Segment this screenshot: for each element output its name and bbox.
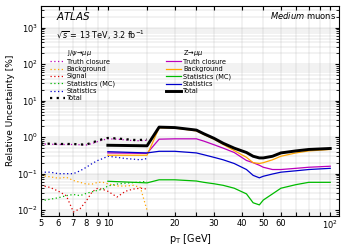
Text: $\it{Medium}$ muons: $\it{Medium}$ muons [270,10,336,21]
Legend: Z$\!\to\!\mu\mu$, Truth closure, Background, Statistics (MC), Statistics, Total: Z$\!\to\!\mu\mu$, Truth closure, Backgro… [166,48,231,94]
Y-axis label: Relative Uncertainty [%]: Relative Uncertainty [%] [6,55,14,166]
X-axis label: p$_{\rm T}$ [GeV]: p$_{\rm T}$ [GeV] [169,232,211,246]
Text: $\sqrt{s}$ = 13 TeV, 3.2 fb$^{-1}$: $\sqrt{s}$ = 13 TeV, 3.2 fb$^{-1}$ [56,29,145,42]
Text: $\mathbf{\it{ATLAS}}$: $\mathbf{\it{ATLAS}}$ [56,10,91,22]
